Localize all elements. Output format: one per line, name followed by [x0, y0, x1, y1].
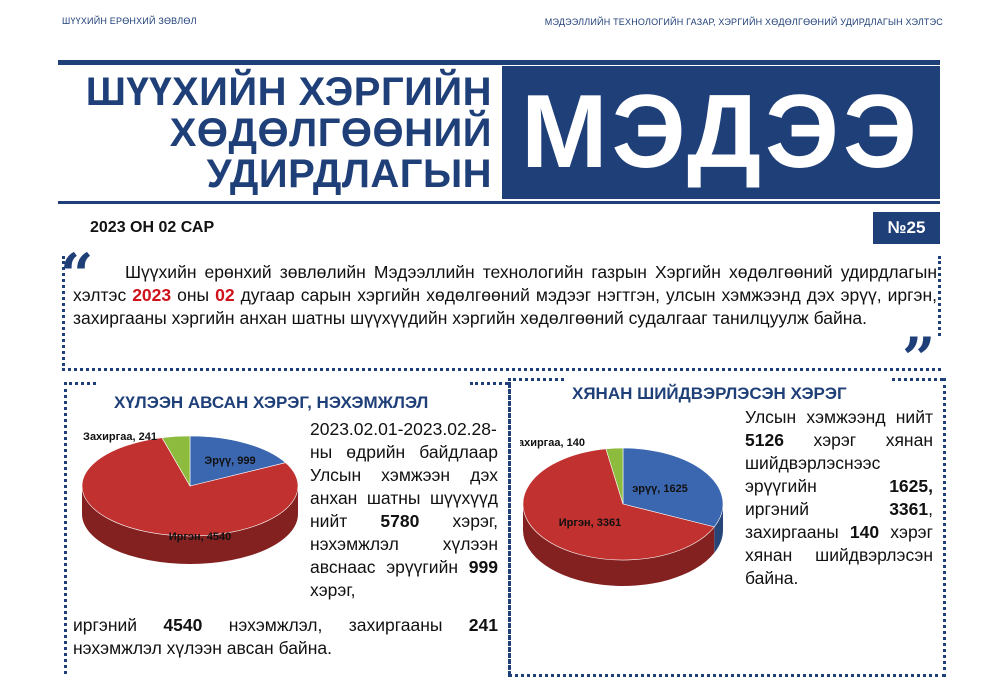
pie-slice-захиргаа: [161, 435, 191, 488]
pie-slice-захиргаа: [605, 447, 624, 505]
intro-month: 02: [215, 285, 235, 305]
received-cases-pie-chart: Эрүү, 999 Иргэн, 4540 Захиргаа, 241: [81, 431, 299, 564]
pie-label: Захиргаа, 140: [520, 438, 585, 449]
pie-label: Захиргаа, 241: [83, 431, 157, 443]
intro-text: Шүүхийн ерөнхий зөвлөлийн Мэдээллийн тех…: [73, 262, 937, 328]
issue-number: №25: [873, 212, 940, 244]
masthead-title: МЭДЭЭ: [502, 66, 940, 199]
org-name-right: МЭДЭЭЛЛИЙН ТЕХНОЛОГИЙН ГАЗАР, ХЭРГИЙН ХӨ…: [544, 17, 943, 27]
received-cases-title: ХҮЛЭЭН АВСАН ХЭРЭГ, НЭХЭМЖЛЭЛ: [114, 393, 429, 412]
pie-slice-иргэн: [522, 448, 715, 561]
pie-slice-иргэн: [81, 437, 299, 537]
title-line-2: ХӨДӨЛГӨӨНИЙ: [169, 111, 492, 155]
pie-side-иргэн: [523, 504, 715, 586]
pie-slice-эрүү: [189, 435, 287, 487]
box-border: [892, 378, 943, 381]
resolved-cases-box: [508, 378, 946, 677]
title-line-3: УДИРДЛАГЫН: [206, 152, 492, 196]
header-rule: [58, 60, 940, 65]
resolved-cases-pie-chart: эрүү, 1625 Иргэн, 3361 Захиргаа, 140: [520, 438, 724, 586]
pie-label: эрүү, 1625: [632, 483, 688, 495]
title-line-1: ШҮҮХИЙН ХЭРГИЙН: [85, 70, 492, 114]
pie-side-иргэн: [82, 486, 298, 564]
intro-box-edge: [938, 256, 941, 336]
header-rule-bottom: [58, 201, 940, 204]
issue-date: 2023 ОН 02 САР: [90, 219, 215, 236]
open-quote-icon: “: [60, 241, 94, 309]
pie-label: Эрүү, 999: [204, 455, 255, 467]
intro-box: Шүүхийн ерөнхий зөвлөлийн Мэдээллийн тех…: [62, 256, 941, 371]
received-cases-text: 2023.02.01-2023.02.28-ны өдрийн байдлаар…: [310, 419, 498, 600]
resolved-cases-title: ХЯНАН ШИЙДВЭРЛЭСЭН ХЭРЭГ: [572, 384, 847, 403]
pie-slice-эрүү: [622, 447, 724, 528]
resolved-cases-text: Улсын хэмжээнд нийт 5126 хэрэг хянан ший…: [745, 407, 933, 588]
box-border: [508, 378, 564, 381]
box-border: [470, 382, 508, 385]
org-name-left: ШҮҮХИЙН ЕРӨНХИЙ ЗӨВЛӨЛ: [62, 16, 197, 26]
pie-label: Иргэн, 4540: [169, 531, 232, 543]
box-border: [64, 382, 96, 385]
intro-year: 2023: [132, 285, 172, 305]
received-cases-text-continued: иргэний 4540 нэхэмжлэл, захиргааны 241 н…: [73, 615, 498, 658]
pie-label: Иргэн, 3361: [559, 517, 622, 529]
